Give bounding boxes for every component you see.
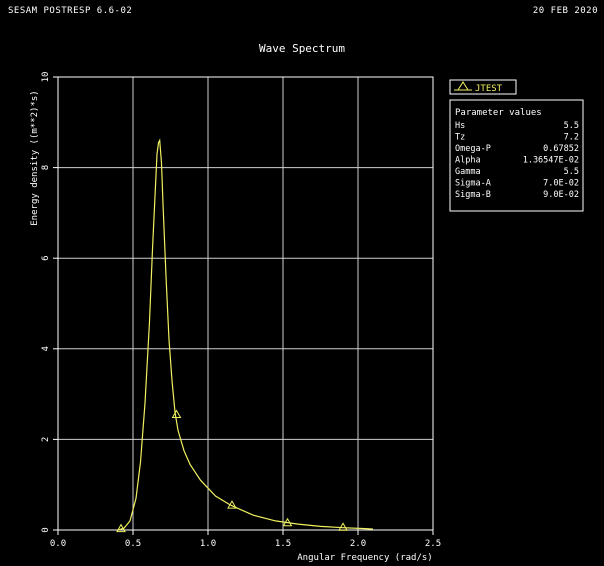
plot-frame	[57, 76, 434, 531]
data-point-marker	[338, 522, 348, 531]
parameter-name: Tz	[455, 133, 465, 143]
axes	[53, 76, 434, 535]
y-tick-label: 2	[41, 437, 51, 442]
parameter-box: Parameter values Hs 5.5 Tz 7.2 Omega-P 0.6785…	[449, 99, 584, 212]
parameter-name: Sigma-B	[455, 190, 491, 200]
parameter-value: 7.0E-02	[543, 179, 579, 189]
parameter-name: Gamma	[455, 167, 481, 177]
parameter-value: 1.36547E-02	[523, 156, 579, 166]
date-header: 20 FEB 2020	[532, 6, 598, 16]
series-line	[117, 138, 374, 531]
x-tick-label: 2.0	[350, 539, 366, 549]
parameter-name: Omega-P	[455, 144, 491, 154]
y-axis-label: Energy density ((m**2)*s)	[30, 90, 40, 225]
parameter-frame	[449, 99, 584, 212]
data-point-marker	[227, 500, 237, 509]
x-tick-label: 2.5	[425, 539, 441, 549]
legend: JTEST	[449, 79, 517, 95]
y-tick-label: 4	[41, 346, 51, 351]
parameter-name: Sigma-A	[455, 179, 491, 189]
y-tick-label: 6	[41, 255, 51, 260]
parameter-rows: Hs 5.5 Tz 7.2 Omega-P 0.67852 Alpha 1.36547E-02…	[455, 121, 579, 200]
x-axis-label: Angular Frequency (rad/s)	[297, 553, 432, 563]
y-tick-label: 8	[41, 165, 51, 170]
tick-labels: 0.0 0.5 1.0 1.5 2.0 2.5 0 2 4 6 8 10	[41, 72, 441, 549]
program-header: SESAM POSTRESP 6.6-02	[8, 6, 133, 16]
parameter-value: 5.5	[564, 167, 579, 177]
data-point-marker	[116, 523, 126, 533]
chart-title: Wave Spectrum	[259, 42, 345, 55]
x-tick-label: 1.0	[200, 539, 216, 549]
data-point-marker	[171, 409, 182, 418]
parameter-value: 0.67852	[543, 144, 579, 154]
x-tick-label: 0.5	[125, 539, 141, 549]
parameter-value: 7.2	[564, 133, 579, 143]
parameter-title: Parameter values	[455, 108, 542, 118]
y-tick-label: 10	[41, 72, 51, 83]
x-tick-label: 1.5	[275, 539, 291, 549]
parameter-value: 9.0E-02	[543, 190, 579, 200]
data-point-marker	[282, 517, 293, 527]
series-jtest	[116, 138, 374, 533]
legend-label: JTEST	[475, 84, 503, 94]
parameter-name: Hs	[455, 121, 465, 131]
legend-triangle-icon	[457, 81, 469, 91]
y-tick-label: 0	[41, 527, 51, 532]
grid	[57, 76, 434, 531]
parameter-name: Alpha	[455, 156, 481, 166]
legend-box	[449, 79, 517, 95]
parameter-value: 5.5	[564, 121, 579, 131]
x-tick-label: 0.0	[50, 539, 66, 549]
